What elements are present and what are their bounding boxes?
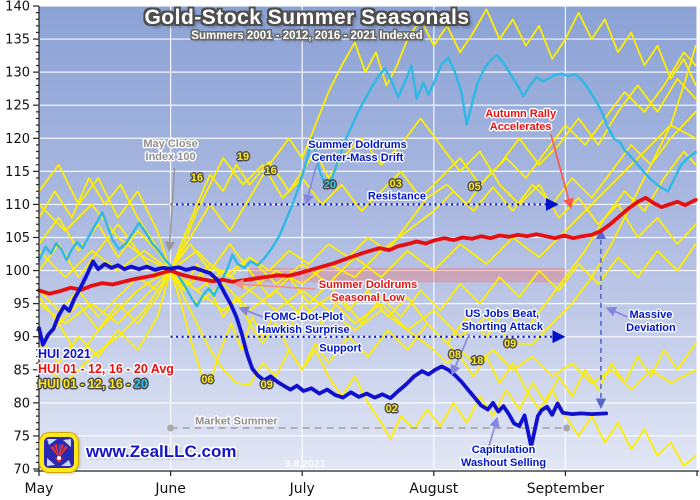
series-2011 — [38, 8, 697, 279]
series-hui-2020 — [37, 53, 697, 308]
svg-text:70: 70 — [13, 463, 30, 478]
svg-text:June: June — [154, 481, 186, 497]
series-2009 — [38, 150, 697, 386]
svg-text:135: 135 — [5, 33, 30, 48]
svg-text:July: July — [289, 481, 315, 497]
svg-text:120: 120 — [5, 132, 30, 147]
series-2019 — [38, 77, 697, 272]
annotation-arrow-doldrums-drift — [303, 164, 318, 206]
series-2006 — [38, 163, 697, 382]
svg-text:September: September — [527, 481, 605, 497]
svg-text:115: 115 — [5, 165, 30, 180]
annotation-arrow-seasonal-low — [233, 279, 316, 290]
svg-text:100: 100 — [5, 264, 30, 279]
series-2018 — [38, 269, 697, 391]
svg-text:75: 75 — [13, 429, 30, 444]
annotation-arrow-may-close — [164, 167, 176, 253]
svg-text:110: 110 — [5, 198, 30, 213]
svg-text:May: May — [25, 481, 54, 497]
guide-dot — [167, 424, 175, 432]
series-2005 — [38, 110, 697, 292]
axes — [33, 5, 699, 476]
series-hui-01-12-16-20-avg — [37, 195, 698, 296]
annotation-arrow-autumn-rally — [550, 134, 574, 210]
svg-text:140: 140 — [5, 0, 30, 15]
guide-dot — [563, 424, 571, 432]
svg-text:85: 85 — [13, 363, 30, 378]
svg-text:130: 130 — [5, 66, 30, 81]
annotation-arrow-massive-deviation-label — [605, 306, 628, 318]
series-2003 — [38, 51, 697, 318]
annotation-arrow-capitulation — [488, 416, 500, 447]
svg-text:105: 105 — [5, 231, 30, 246]
series-2007 — [38, 124, 697, 285]
svg-text:August: August — [409, 481, 459, 497]
series-hui-2021 — [37, 259, 609, 449]
svg-text:125: 125 — [5, 99, 30, 114]
annotation-arrow-us-jobs — [450, 333, 471, 376]
series-2008 — [38, 216, 697, 467]
series-2002 — [38, 263, 697, 441]
svg-text:95: 95 — [13, 297, 30, 312]
doldrums-band — [248, 267, 566, 283]
annotation-arrow-fomc — [238, 306, 264, 318]
series-2010 — [38, 44, 697, 384]
svg-text:90: 90 — [13, 330, 30, 345]
axis-labels: 70 75 80 85 90 95 100 105 110 115 120 125 130 135 140 M… — [5, 0, 604, 497]
svg-text:80: 80 — [13, 396, 30, 411]
